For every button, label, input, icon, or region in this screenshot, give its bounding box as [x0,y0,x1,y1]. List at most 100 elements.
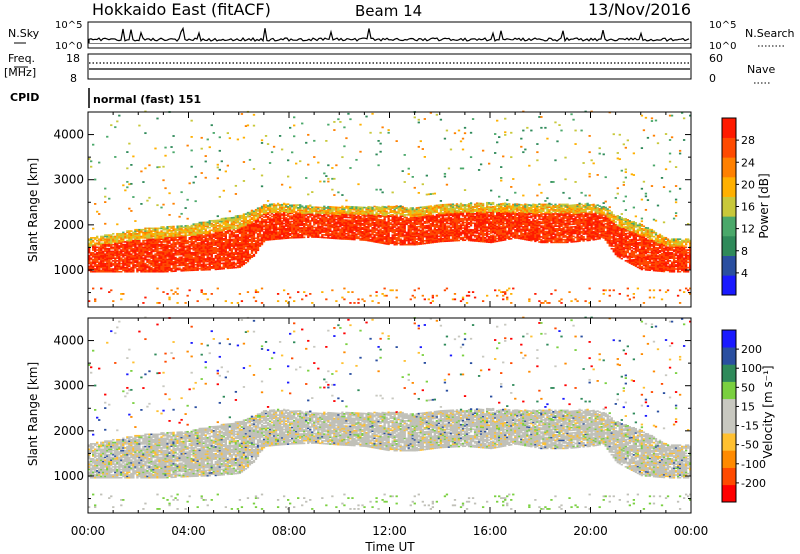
power-cell [347,232,350,235]
power-cell [198,244,201,247]
power-cell [250,248,254,250]
power-cell [182,234,185,237]
power-cell [260,209,264,212]
power-cell [160,246,163,249]
freq-strip: Freq. [MHz] 18 8 60 0 Nave [4,52,775,85]
power-cell [92,287,95,290]
power-cell [222,239,225,242]
power-cell [194,259,197,262]
power-cell [260,226,264,228]
power-cell [411,241,414,243]
power-cell [132,243,135,246]
power-cell [270,222,274,225]
power-cell [190,136,193,138]
power-cell [198,238,201,240]
power-cell [202,258,205,260]
power-cell [407,226,410,228]
power-cell [381,215,384,217]
power-cell [162,258,165,261]
power-cell [339,224,342,227]
power-cell [144,243,147,246]
power-cell [186,247,189,250]
power-cell [116,246,119,249]
power-cell [286,203,290,206]
power-cell [361,218,364,221]
power-cell [136,255,139,258]
power-cell [375,229,378,231]
cpid-label: CPID [10,91,39,104]
power-cell [88,268,91,270]
power-cell [429,218,433,221]
power-cell [172,232,175,235]
power-cell [347,224,350,227]
power-cell [100,243,103,246]
power-cell [140,253,143,255]
power-cell [166,231,169,234]
power-cell [140,251,143,254]
power-cell [236,224,240,227]
power-cell [353,208,356,211]
power-cell [142,260,145,262]
power-cell [375,227,378,230]
power-cell [220,160,223,163]
power-cell [361,222,364,225]
power-cell [180,245,183,248]
power-cell [154,238,157,241]
power-cell [214,244,217,246]
power-cell [421,233,424,236]
power-cell [218,242,221,245]
power-cell [142,302,145,304]
power-cell [260,235,264,238]
power-cell [331,211,334,214]
power-cell [140,243,143,246]
power-cell [114,246,117,249]
power-cell [375,188,378,191]
power-cell [208,236,211,238]
power-cell [90,264,93,266]
freq-tick-bottom: 8 [70,72,77,85]
power-cell [188,245,191,247]
power-cell [186,249,189,251]
power-cell [224,256,227,259]
power-cell [389,223,392,226]
power-cell [351,212,354,215]
power-cell [250,229,254,231]
power-cell [391,218,394,220]
power-cell [242,252,246,255]
power-cell [248,240,252,242]
power-cell [206,225,209,228]
power-cell [156,269,159,272]
power-cell [114,241,117,243]
power-cell [409,237,412,239]
power-cell [351,229,354,231]
power-cell [232,222,236,224]
power-cell [154,253,157,255]
power-cell [138,249,141,251]
power-cell [339,218,342,221]
power-cell [108,291,111,294]
power-cell [132,245,135,247]
power-cell [100,258,103,261]
power-cell [124,250,127,253]
power-cell [419,230,422,233]
power-cell [333,232,336,234]
power-cell [347,230,350,232]
power-cell [329,223,332,226]
power-cell [216,237,219,239]
power-cell [266,234,270,237]
power-cell [274,223,278,226]
power-cell [202,222,205,225]
power-cell [379,150,382,153]
power-cell [124,251,127,254]
power-cell [180,225,183,227]
power-cell [260,234,264,236]
power-cell [421,241,424,244]
power-cell [222,219,225,221]
power-cell [286,233,290,235]
power-cell [184,262,187,265]
power-cell [108,245,111,247]
power-cell [295,223,298,225]
power-cell [421,238,424,241]
power-cell [407,242,410,245]
power-cell [270,223,274,226]
